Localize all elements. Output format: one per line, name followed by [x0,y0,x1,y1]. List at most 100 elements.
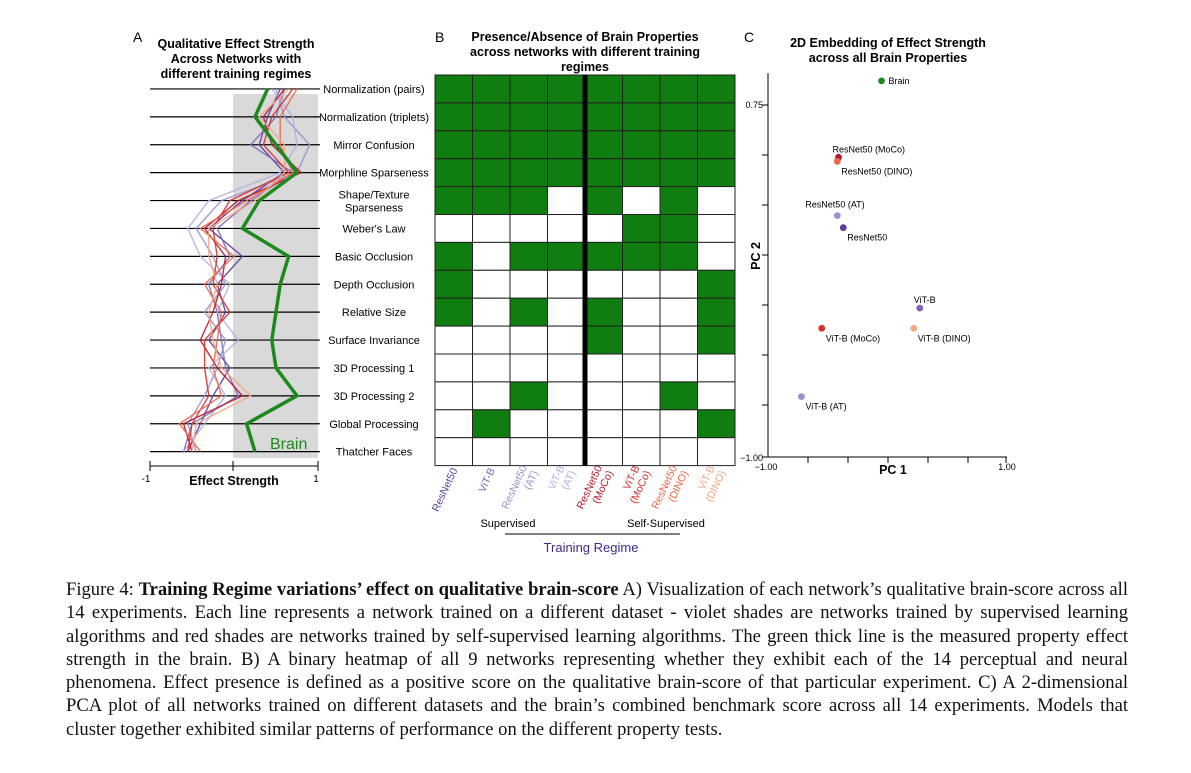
property-row-label: Morphline Sparseness [319,168,429,180]
heatmap-cell [622,74,661,104]
heatmap-cell [509,158,548,188]
scatter-point [916,304,924,312]
scatter-point-label: ResNet50 (MoCo) [833,144,906,154]
panel-a-effect-strength-lines: A Qualitative Effect Strength Across Net… [133,29,320,488]
caption-prefix: Figure 4: [66,579,139,600]
heatmap-cell [584,353,623,383]
heatmap-cell [547,186,586,216]
heatmap-column-label: ViT-B(DINO) [693,464,729,504]
caption-body: A) Visualization of each network’s quali… [66,579,1128,740]
property-row-label: Sparseness [345,203,404,215]
heatmap-cell [472,325,511,355]
property-row-label: Global Processing [329,419,418,431]
heatmap-cell [697,102,736,132]
heatmap-cell [434,325,473,355]
scatter-point [910,324,918,332]
heatmap-cell [472,214,511,243]
heatmap-cell [697,381,736,411]
panel-b-heatmap-cells [434,74,736,467]
scatter-point-label: ResNet50 (AT) [805,200,864,210]
heatmap-cell [697,297,736,327]
heatmap-cell [509,214,548,243]
heatmap-cell [622,214,661,243]
property-row-label: Normalization (triplets) [319,112,429,124]
heatmap-column-label: ViT-B(MoCo) [617,464,654,506]
heatmap-cell [547,74,586,104]
heatmap-cell [697,409,736,439]
panel-b-group-supervised: Supervised [480,518,535,530]
panel-c-letter: C [744,29,754,45]
scatter-point-label: ResNet50 [847,233,887,243]
heatmap-cell [659,353,698,383]
heatmap-cell [697,214,736,243]
scatter-point-label: ViT-B (AT) [805,402,846,412]
panel-b-title-line-2: across networks with different training [470,45,700,59]
panel-b-presence-heatmap: B Presence/Absence of Brain Properties a… [430,29,736,555]
property-row-label: Weber's Law [342,223,405,235]
heatmap-cell [622,381,661,411]
heatmap-cell [509,74,548,104]
property-row-label: Basic Occlusion [335,251,413,263]
brain-series-line [240,88,299,453]
property-row-label: Relative Size [342,307,406,319]
heatmap-cell [509,130,548,160]
panel-c-y-tick-bottom: −1.00 [740,453,763,463]
heatmap-cell [584,102,623,132]
heatmap-column-label: ViT-B [476,466,498,494]
heatmap-column-label: ResNet50(DINO) [649,464,691,517]
scatter-point-label: ViT-B (DINO) [918,333,971,343]
heatmap-cell [659,241,698,271]
heatmap-cell [434,437,473,467]
property-row-label: Depth Occlusion [334,279,415,291]
heatmap-cell [434,409,473,439]
network-series-line [182,88,302,452]
heatmap-cell [472,437,511,467]
heatmap-cell [472,409,511,439]
panel-a-title-line-1: Qualitative Effect Strength [158,37,315,51]
heatmap-cell [659,409,698,439]
scatter-point-label: ResNet50 (DINO) [841,166,912,176]
heatmap-cell [434,74,473,104]
heatmap-cell [434,130,473,160]
property-row-label: 3D Processing 2 [334,391,415,403]
panel-c-title-line-2: across all Brain Properties [809,51,967,65]
heatmap-cell [697,353,736,383]
heatmap-cell [547,437,586,467]
heatmap-cell [584,74,623,104]
scatter-point [878,77,885,85]
scatter-point-label: Brain [889,76,910,86]
heatmap-cell [434,269,473,299]
panel-a-brain-label: Brain [270,436,307,453]
panel-c-points: Brain ResNet50 (MoCo) ResNet50 (DINO) ResNe… [798,76,971,412]
heatmap-cell [584,381,623,411]
heatmap-cell [509,381,548,411]
heatmap-cell [509,269,548,299]
heatmap-cell [509,186,548,216]
panel-b-letter: B [435,29,444,45]
scatter-point [833,157,841,165]
panel-b-column-labels: ResNet50 ViT-B ResNet50(AT) ViT-B(AT)ResNet… [430,464,729,517]
heatmap-cell [697,269,736,299]
network-series-line [187,88,286,452]
panel-a-series-lines [178,88,311,453]
heatmap-cell [584,437,623,467]
figure-4: A Qualitative Effect Strength Across Net… [133,29,1016,555]
heatmap-cell [659,325,698,355]
heatmap-cell [434,158,473,188]
panel-c-pca-scatter: C 2D Embedding of Effect Strength across… [740,29,1016,477]
scatter-point [833,212,841,220]
heatmap-cell [547,269,586,299]
heatmap-cell [547,353,586,383]
heatmap-cell [547,381,586,411]
heatmap-cell [547,158,586,188]
heatmap-cell [472,353,511,383]
heatmap-cell [509,409,548,439]
heatmap-column-label: ViT-B(AT) [546,464,579,497]
scatter-point [818,324,826,332]
heatmap-cell [584,325,623,355]
heatmap-cell [472,297,511,327]
network-series-line [178,88,298,453]
panel-a-title-line-3: different training regimes [161,67,312,81]
heatmap-cell [509,102,548,132]
heatmap-cell [547,214,586,243]
